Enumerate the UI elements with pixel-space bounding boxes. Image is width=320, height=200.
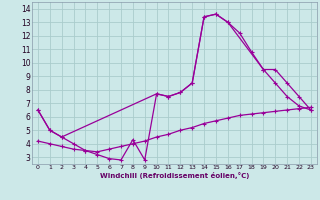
X-axis label: Windchill (Refroidissement éolien,°C): Windchill (Refroidissement éolien,°C): [100, 172, 249, 179]
